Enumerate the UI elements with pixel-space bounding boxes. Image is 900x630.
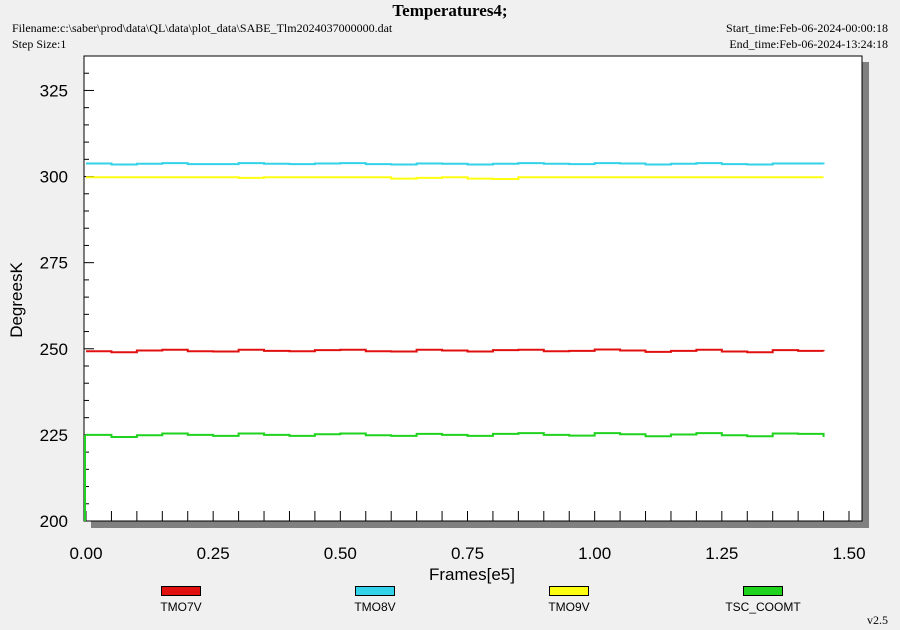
end-time-label: End_time:Feb-06-2024-13:24:18 <box>729 37 888 51</box>
y-tick-label: 300 <box>40 168 68 187</box>
series-line-tmo8v <box>86 162 825 166</box>
legend-swatch <box>355 586 395 596</box>
chart-title: Temperatures4; <box>392 1 508 20</box>
y-tick-label: 200 <box>40 512 68 531</box>
legend-swatch <box>743 586 783 596</box>
legend-swatch <box>549 586 589 596</box>
filename-label: Filename:c:\saber\prod\data\QL\data\plot… <box>12 21 393 35</box>
y-tick-label: 250 <box>40 340 68 359</box>
y-axis-label: DegreesK <box>7 262 26 338</box>
legend-item-tmo7v: TMO7V <box>121 586 241 614</box>
legend-swatch <box>161 586 201 596</box>
x-tick-label: 0.00 <box>69 544 102 563</box>
x-tick-label: 0.25 <box>197 544 230 563</box>
plot-area <box>83 55 863 522</box>
series-line-tmo9v <box>86 176 824 180</box>
legend-item-tmo8v: TMO8V <box>315 586 435 614</box>
x-axis-ticks <box>85 511 850 521</box>
step-size-label: Step Size:1 <box>12 37 67 51</box>
version-label: v2.5 <box>867 613 888 627</box>
x-axis-label: Frames[e5] <box>429 565 515 584</box>
y-tick-label: 275 <box>40 254 68 273</box>
y-tick-label: 325 <box>40 81 68 100</box>
legend-label: TSC_COOMT <box>725 600 801 614</box>
series-line-tmo7v <box>86 348 825 354</box>
legend-label: TMO7V <box>160 600 202 614</box>
series-lines <box>84 162 825 521</box>
y-axis-tick-labels: 200 225 250 275 300 325 <box>40 81 68 531</box>
start-time-label: Start_time:Feb-06-2024-00:00:18 <box>726 21 888 35</box>
x-tick-label: 1.25 <box>705 544 738 563</box>
x-tick-label: 0.75 <box>451 544 484 563</box>
x-tick-label: 0.50 <box>324 544 357 563</box>
x-tick-label: 1.00 <box>578 544 611 563</box>
legend-label: TMO8V <box>354 600 396 614</box>
y-tick-label: 225 <box>40 426 68 445</box>
legend-item-tmo9v: TMO9V <box>509 586 629 614</box>
x-axis-tick-labels: 0.00 0.25 0.50 0.75 1.00 1.25 1.50 <box>69 544 865 563</box>
legend-item-tsc-coomt: TSC_COOMT <box>703 586 823 614</box>
series-line-tsc-coomt <box>86 432 825 438</box>
legend-label: TMO9V <box>548 600 590 614</box>
x-tick-label: 1.50 <box>832 544 865 563</box>
